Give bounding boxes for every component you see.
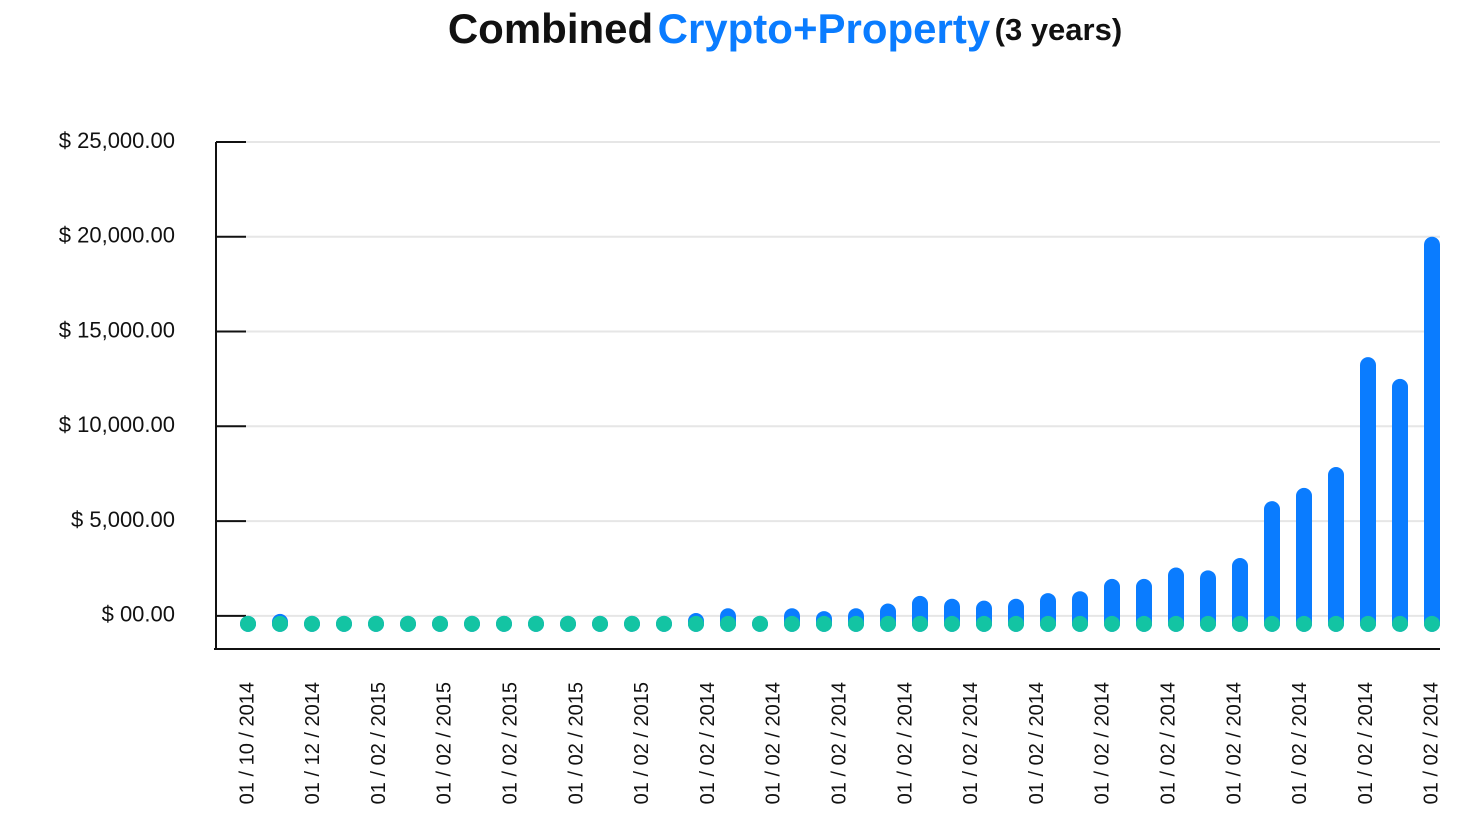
- bar: [496, 615, 512, 632]
- bar: [400, 615, 416, 632]
- title-main: Combined: [448, 5, 653, 52]
- y-tick-label: $ 15,000.00: [59, 317, 175, 342]
- bar: [1104, 615, 1120, 632]
- bar: [1232, 615, 1248, 632]
- bar: [560, 615, 576, 632]
- bar: [784, 615, 800, 632]
- axes: [214, 142, 1440, 650]
- bar: [1136, 615, 1152, 632]
- bar: [1424, 236, 1440, 632]
- x-tick-label: 01 / 02 / 2015: [631, 682, 653, 804]
- bar: [912, 615, 928, 632]
- bar: [336, 615, 352, 632]
- bar: [1040, 615, 1056, 632]
- bar: [528, 615, 544, 632]
- x-tick-label: 01 / 02 / 2015: [434, 682, 456, 804]
- bar: [304, 615, 320, 632]
- y-tick-label: $ 5,000.00: [71, 507, 175, 532]
- x-tick-label: 01 / 02 / 2014: [894, 682, 916, 804]
- x-tick-label: 01 / 02 / 2014: [1092, 682, 1114, 804]
- bar: [1264, 501, 1280, 632]
- x-tick-label: 01 / 02 / 2015: [499, 682, 521, 804]
- x-tick-label: 01 / 02 / 2014: [1355, 682, 1377, 804]
- y-tick-label: $ 00.00: [102, 602, 175, 627]
- bar: [1296, 487, 1312, 632]
- y-tick-label: $ 25,000.00: [59, 128, 175, 153]
- bar: [624, 615, 640, 632]
- x-tick-label: 01 / 02 / 2014: [1421, 682, 1443, 804]
- bar: [1424, 615, 1440, 632]
- title-note: (3 years): [995, 12, 1123, 47]
- bar: [1168, 615, 1184, 632]
- bar: [1392, 615, 1408, 632]
- bar: [368, 615, 384, 632]
- x-tick-label: 01 / 10 / 2014: [236, 682, 258, 804]
- chart-title: Combined Crypto+Property (3 years): [448, 5, 1122, 52]
- x-tick-label: 01 / 02 / 2014: [763, 682, 785, 804]
- x-tick-label: 01 / 02 / 2014: [1289, 682, 1311, 804]
- bar: [272, 615, 288, 632]
- x-tick-label: 01 / 02 / 2015: [565, 682, 587, 804]
- bar: [432, 615, 448, 632]
- bar: [1072, 615, 1088, 632]
- bar: [1168, 567, 1184, 632]
- bar: [464, 615, 480, 632]
- bar: [848, 615, 864, 632]
- bar: [1296, 615, 1312, 632]
- bar: [1232, 558, 1248, 632]
- x-tick-label: 01 / 02 / 2014: [697, 682, 719, 804]
- x-tick-label: 01 / 12 / 2014: [302, 682, 324, 804]
- x-tick-label: 01 / 02 / 2014: [1157, 682, 1179, 804]
- bar: [240, 615, 256, 632]
- bar: [1200, 615, 1216, 632]
- x-tick-label: 01 / 02 / 2014: [828, 682, 850, 804]
- y-tick-label: $ 20,000.00: [59, 223, 175, 248]
- bar: [1264, 615, 1280, 632]
- bar: [752, 615, 768, 632]
- y-tick-label: $ 10,000.00: [59, 412, 175, 437]
- x-tick-label: 01 / 02 / 2014: [1223, 682, 1245, 804]
- bar: [1392, 378, 1408, 632]
- bar: [1200, 570, 1216, 632]
- bar: [1328, 467, 1344, 632]
- bars: [240, 236, 1440, 632]
- bar: [688, 615, 704, 632]
- x-tick-label: 01 / 02 / 2015: [368, 682, 390, 804]
- bar: [944, 615, 960, 632]
- bar: [976, 615, 992, 632]
- bar: [816, 615, 832, 632]
- bar: [592, 615, 608, 632]
- x-tick-label: 01 / 02 / 2014: [1026, 682, 1048, 804]
- bar: [656, 615, 672, 632]
- grid: $ 00.00 $ 5,000.00 $ 10,000.00 $ 15,000.00 $…: [59, 128, 1440, 627]
- x-tick-label: 01 / 02 / 2014: [960, 682, 982, 804]
- bar: [1328, 615, 1344, 632]
- title-highlight: Crypto+Property: [658, 5, 991, 52]
- bar: [880, 615, 896, 632]
- bar: [1008, 615, 1024, 632]
- bar: [1360, 615, 1376, 632]
- bar: [1360, 357, 1376, 632]
- bar: [720, 615, 736, 632]
